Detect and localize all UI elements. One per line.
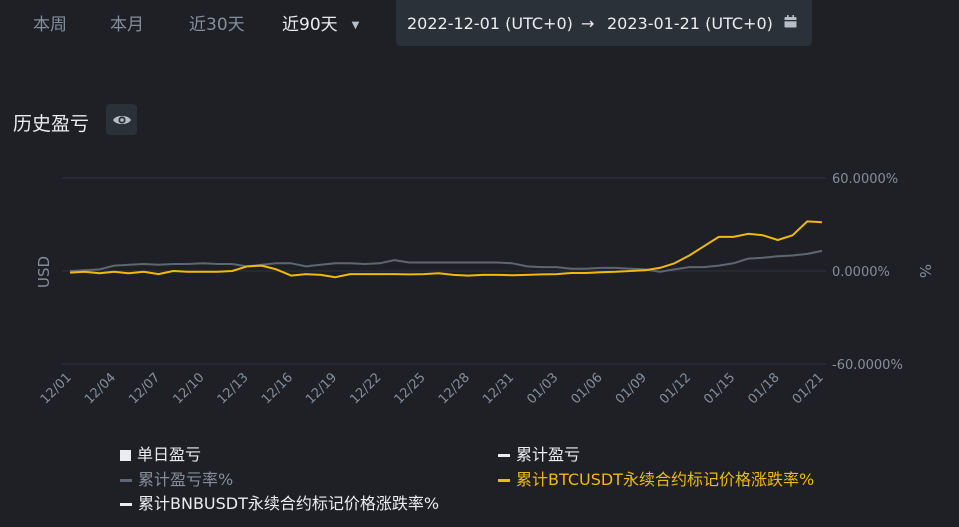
legend-swatch-line	[498, 454, 510, 457]
series-line-btcusdt-rate	[69, 220, 823, 279]
x-tick-label: 01/18	[746, 370, 783, 407]
x-tick-label: 01/03	[524, 370, 561, 407]
x-tick-label: 12/31	[480, 370, 517, 407]
date-range-picker[interactable]: 2022-12-01 (UTC+0) → 2023-01-21 (UTC+0)	[396, 0, 812, 46]
section-title: 历史盈亏	[13, 113, 90, 135]
legend-item-daily-pnl[interactable]: 单日盈亏	[120, 441, 201, 465]
legend-item-cumulative-pnl[interactable]: 累计盈亏	[498, 441, 580, 465]
legend-swatch-square	[120, 450, 131, 461]
date-range-start: 2022-12-01 (UTC+0)	[407, 13, 573, 33]
x-tick-label: 12/16	[259, 370, 296, 407]
series-lines	[69, 220, 823, 279]
tab-last-90-days-label: 近90天	[282, 15, 338, 35]
eye-icon	[112, 115, 131, 124]
legend-item-cumulative-pnl-rate[interactable]: 累计盈亏率%	[120, 466, 233, 490]
y-tick-labels: 60.0000% 0.0000% -60.0000%	[832, 172, 903, 373]
x-tick-label: 12/07	[126, 370, 163, 407]
legend-swatch-line	[120, 503, 132, 506]
legend-label: 累计盈亏率%	[138, 470, 234, 489]
right-axis-label: %	[916, 264, 934, 278]
left-axis-label: USD	[35, 256, 53, 288]
dropdown-caret-icon: ▼	[351, 20, 360, 31]
x-tick-label: 12/25	[392, 370, 429, 407]
tab-last-90-days[interactable]: 近90天 ▼	[282, 10, 359, 35]
x-tick-labels: 12/01 12/04 12/07 12/10 12/13 12/16 12/19 12/22…	[38, 370, 827, 407]
legend-label: 累计BTCUSDT永续合约标记价格涨跌率%	[516, 470, 815, 489]
x-tick-label: 01/15	[701, 370, 738, 407]
legend-label: 累计BNBUSDT永续合约标记价格涨跌率%	[138, 494, 440, 513]
y-tick-label: 60.0000%	[832, 172, 898, 187]
date-range-end: 2023-01-21 (UTC+0)	[607, 13, 773, 33]
series-line-cumulative-pnl-rate	[69, 249, 823, 273]
tab-this-week[interactable]: 本周	[33, 15, 67, 35]
x-tick-label: 12/13	[215, 370, 252, 407]
tab-this-month[interactable]: 本月	[110, 15, 144, 35]
x-tick-label: 12/10	[170, 370, 207, 407]
legend-item-btcusdt-rate[interactable]: 累计BTCUSDT永续合约标记价格涨跌率%	[498, 466, 814, 490]
x-tick-label: 12/04	[82, 370, 119, 407]
x-tick-label: 01/12	[657, 370, 694, 407]
visibility-toggle-button[interactable]	[106, 104, 137, 135]
legend-swatch-line	[120, 479, 132, 482]
x-tick-label: 12/01	[38, 370, 75, 407]
y-tick-label: -60.0000%	[832, 358, 903, 373]
tab-last-30-days[interactable]: 近30天	[189, 15, 245, 35]
x-tick-label: 12/22	[347, 370, 384, 407]
date-range-arrow: →	[581, 13, 595, 33]
legend-item-bnbusdt-rate[interactable]: 累计BNBUSDT永续合约标记价格涨跌率%	[120, 490, 439, 514]
x-tick-label: 12/19	[303, 370, 340, 407]
calendar-icon[interactable]	[784, 15, 797, 28]
x-tick-label: 01/09	[613, 370, 650, 407]
x-tick-label: 12/28	[436, 370, 473, 407]
x-tick-label: 01/06	[569, 370, 606, 407]
legend-label: 单日盈亏	[137, 445, 202, 464]
legend-swatch-line	[498, 479, 510, 482]
legend-label: 累计盈亏	[516, 445, 581, 464]
y-tick-label: 0.0000%	[832, 265, 890, 280]
x-tick-label: 01/21	[790, 370, 827, 407]
